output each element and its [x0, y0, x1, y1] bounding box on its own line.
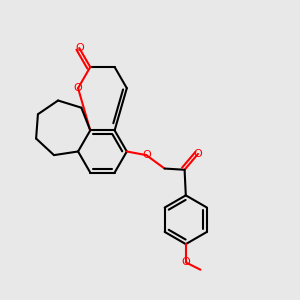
Text: O: O [74, 83, 82, 93]
Text: O: O [194, 149, 202, 159]
Text: O: O [182, 257, 190, 267]
Text: O: O [142, 150, 151, 160]
Text: O: O [75, 43, 84, 53]
